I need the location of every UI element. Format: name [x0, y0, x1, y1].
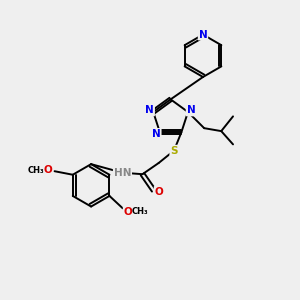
Text: HN: HN — [114, 168, 131, 178]
Text: S: S — [170, 146, 178, 156]
Text: CH₃: CH₃ — [27, 166, 44, 175]
Text: N: N — [145, 106, 154, 116]
Text: N: N — [187, 106, 195, 116]
Text: N: N — [199, 30, 207, 40]
Text: O: O — [154, 187, 163, 197]
Text: O: O — [44, 165, 52, 175]
Text: N: N — [152, 129, 161, 139]
Text: O: O — [124, 207, 132, 217]
Text: CH₃: CH₃ — [132, 207, 149, 216]
